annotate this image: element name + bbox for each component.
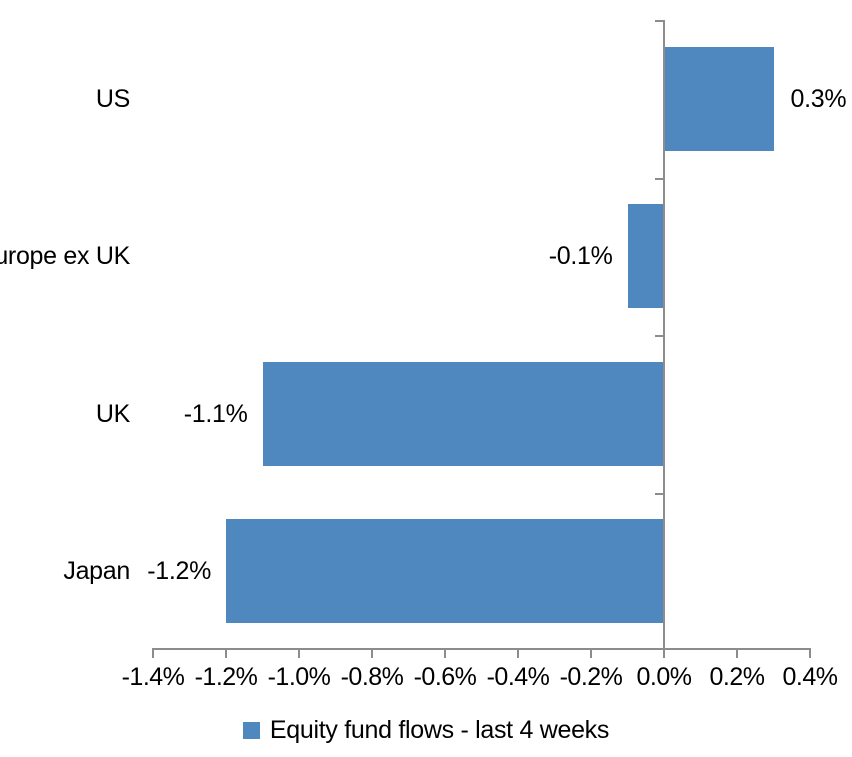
bar <box>664 46 774 151</box>
x-tick-label: -1.2% <box>194 663 258 691</box>
x-tick-label: 0.2% <box>709 663 765 691</box>
category-axis-line <box>663 20 665 650</box>
x-tick <box>663 650 665 658</box>
value-axis-line <box>152 648 811 650</box>
x-tick <box>736 650 738 658</box>
legend-swatch-icon <box>242 721 260 739</box>
category-label: US <box>95 84 130 113</box>
x-tick <box>371 650 373 658</box>
category-label: UK <box>95 399 130 428</box>
x-tick <box>590 650 592 658</box>
bar <box>262 361 664 466</box>
category-tick <box>655 335 663 337</box>
category-axis-labels: US Europe ex UK UK Japan <box>0 20 130 650</box>
bar-data-label: -0.1% <box>548 242 613 271</box>
x-tick <box>298 650 300 658</box>
x-tick-label: -1.0% <box>267 663 331 691</box>
x-tick-label: -0.4% <box>486 663 550 691</box>
category-tick <box>655 20 663 22</box>
bar-data-label: -1.1% <box>183 399 248 428</box>
legend: Equity fund flows - last 4 weeks <box>0 708 852 752</box>
plot-area: 0.3% -0.1% -1.1% -1.2% -1.4% -1.2% -1.0% -0.8% -… <box>122 20 847 691</box>
x-tick <box>444 650 446 658</box>
x-tick-label: 0.4% <box>782 663 838 691</box>
x-tick <box>152 650 154 658</box>
bar <box>627 204 664 309</box>
category-label: Europe ex UK <box>0 242 130 271</box>
bar <box>226 519 664 624</box>
x-tick-label: 0.0% <box>636 663 692 691</box>
category-tick <box>655 177 663 180</box>
bar-data-label: 0.3% <box>790 84 847 113</box>
category-tick <box>655 648 663 650</box>
legend-label: Equity fund flows - last 4 weeks <box>269 715 610 744</box>
x-tick-label: -0.6% <box>413 663 477 691</box>
category-label: Japan <box>63 557 130 586</box>
category-tick <box>655 492 663 495</box>
x-tick-label: -0.8% <box>340 663 404 691</box>
x-tick-label: -1.4% <box>121 663 185 691</box>
x-tick <box>809 650 811 658</box>
x-tick <box>225 650 227 658</box>
x-tick-label: -0.2% <box>559 663 623 691</box>
x-tick <box>517 650 519 658</box>
bar-data-label: -1.2% <box>147 557 211 586</box>
